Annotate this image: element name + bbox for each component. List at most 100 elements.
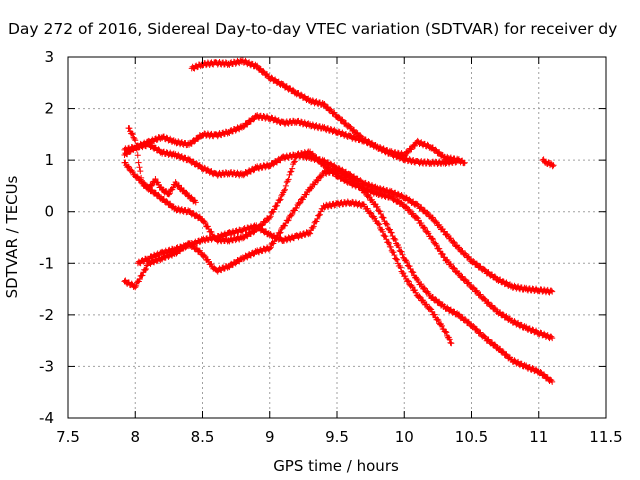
data-point <box>549 378 556 385</box>
data-point <box>310 223 317 230</box>
data-point <box>250 116 257 123</box>
data-point <box>548 287 555 294</box>
data-point <box>122 159 129 166</box>
data-point <box>376 221 383 228</box>
series-5 <box>121 166 556 385</box>
data-point <box>388 229 395 236</box>
data-point <box>163 198 170 205</box>
data-point <box>481 266 488 273</box>
data-point <box>374 203 381 210</box>
data-point <box>173 250 180 257</box>
data-point <box>435 317 442 324</box>
data-point <box>273 202 280 209</box>
data-point <box>313 218 320 225</box>
data-point <box>441 228 448 235</box>
data-point <box>365 192 372 199</box>
data-point <box>391 252 398 259</box>
data-point <box>379 214 386 221</box>
data-point <box>170 184 177 191</box>
y-axis-label: SDTVAR / TECUs <box>3 175 21 298</box>
data-marks <box>121 57 557 385</box>
data-point <box>281 186 288 193</box>
data-point <box>260 68 267 75</box>
data-point <box>383 220 390 227</box>
data-point <box>409 268 416 275</box>
data-point <box>424 209 431 216</box>
data-point <box>276 197 283 204</box>
data-point <box>537 369 544 376</box>
data-point <box>137 168 144 175</box>
data-point <box>276 230 283 237</box>
data-point <box>448 340 455 347</box>
data-point <box>357 177 364 184</box>
data-point <box>470 258 477 265</box>
data-point <box>392 236 399 243</box>
data-point <box>277 196 284 203</box>
data-point <box>277 229 284 236</box>
y-tick-label: -1 <box>39 254 54 272</box>
data-point <box>193 211 200 218</box>
data-point <box>152 175 159 182</box>
series-8 <box>539 156 557 170</box>
data-point <box>549 163 556 170</box>
data-point <box>149 182 156 188</box>
data-point <box>175 182 182 189</box>
data-point <box>293 204 300 211</box>
data-point <box>423 301 430 308</box>
data-point <box>134 173 141 180</box>
chart-title: Day 272 of 2016, Sidereal Day-to-day VTE… <box>8 20 617 38</box>
data-point <box>450 238 457 245</box>
data-point <box>368 210 375 217</box>
data-point <box>429 235 436 242</box>
data-point <box>416 293 423 300</box>
data-point <box>403 203 410 210</box>
data-point <box>201 164 208 171</box>
data-point <box>136 164 143 171</box>
data-point <box>375 220 382 227</box>
x-tick-label: 11.5 <box>589 428 622 446</box>
data-point <box>431 311 438 318</box>
data-point <box>155 191 162 198</box>
data-point <box>327 160 334 167</box>
data-point <box>125 163 132 170</box>
data-point <box>362 189 369 196</box>
data-point <box>403 259 410 266</box>
data-point <box>193 160 200 167</box>
y-tick-label: 2 <box>44 100 54 118</box>
series-6 <box>134 198 455 347</box>
data-point <box>133 146 140 153</box>
data-point <box>377 210 384 217</box>
data-point <box>477 329 484 336</box>
data-point <box>447 261 454 268</box>
data-point <box>438 322 445 329</box>
data-point <box>297 199 304 206</box>
data-point <box>145 186 152 193</box>
data-point <box>353 180 360 187</box>
data-point <box>377 208 384 215</box>
y-tick-label: 1 <box>44 151 54 169</box>
data-point <box>417 294 424 301</box>
data-point <box>281 222 288 229</box>
data-point <box>383 236 390 243</box>
data-point <box>406 263 413 270</box>
data-point <box>298 91 305 98</box>
data-point <box>404 277 411 284</box>
data-point <box>271 238 278 245</box>
data-point <box>133 282 140 289</box>
data-point <box>451 239 458 246</box>
data-point <box>288 168 295 175</box>
data-point <box>142 267 149 274</box>
y-tick-label: 0 <box>44 203 54 221</box>
data-point <box>271 206 278 213</box>
series-1 <box>188 57 462 168</box>
x-tick-label: 9.5 <box>325 428 349 446</box>
data-point <box>139 272 146 279</box>
data-point <box>470 284 477 291</box>
data-point <box>267 213 274 220</box>
data-point <box>384 221 391 228</box>
data-point <box>183 189 190 196</box>
data-point <box>385 239 392 246</box>
data-point <box>143 265 150 272</box>
data-point <box>327 106 334 113</box>
data-point <box>133 142 140 149</box>
